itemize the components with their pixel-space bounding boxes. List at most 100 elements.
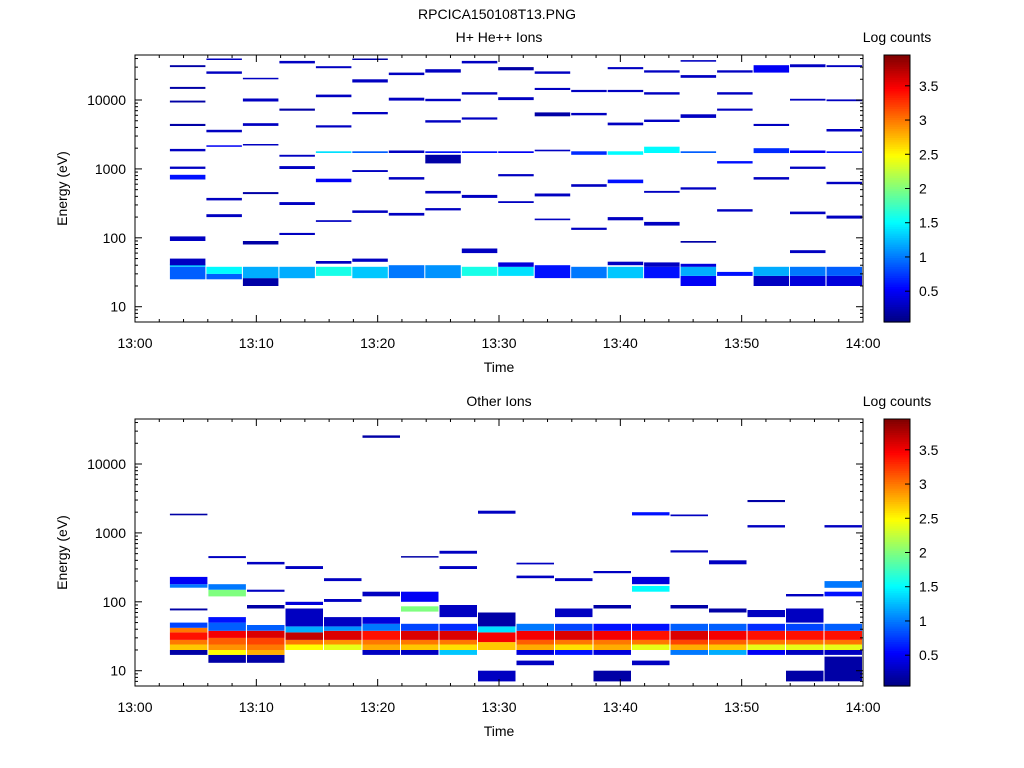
heatmap-cell (242, 241, 279, 245)
colorbar-segment (884, 583, 910, 587)
colorbar-segment (884, 70, 910, 74)
colorbar-segment (884, 172, 910, 176)
y-tick-label: 10000 (87, 92, 126, 108)
colorbar-segment (884, 465, 910, 469)
colorbar-segment (884, 650, 910, 654)
heatmap-cell (169, 622, 208, 628)
heatmap-cell (534, 265, 571, 279)
heatmap-cell (680, 263, 717, 267)
x-axis-label: Time (484, 359, 515, 375)
heatmap-cell (425, 151, 461, 153)
heatmap-cell (790, 211, 826, 215)
heatmap-cell (279, 154, 315, 157)
colorbar-segment (884, 293, 910, 296)
colorbar-segment (884, 239, 910, 243)
heatmap-cell (516, 630, 554, 640)
heatmap-cell (279, 108, 315, 111)
colorbar-segment (884, 672, 910, 676)
heatmap-cell (352, 58, 388, 60)
colorbar-segment (884, 77, 910, 81)
heatmap-cell (824, 656, 862, 682)
colorbar-segment (884, 645, 910, 649)
colorbar-tick-label: 0.5 (919, 283, 939, 299)
heatmap-cell (315, 66, 352, 69)
colorbar-segment (884, 648, 910, 651)
heatmap-cell (352, 266, 388, 279)
colorbar-segment (884, 112, 910, 116)
colorbar-segment (884, 434, 910, 438)
heatmap-cell (498, 151, 534, 153)
figure-title: RPCICA150108T13.PNG (418, 6, 576, 22)
panel-title: Other Ions (466, 393, 531, 409)
colorbar-tick-label: 1.5 (919, 215, 939, 231)
colorbar-segment (884, 679, 910, 683)
heatmap-cell (824, 525, 862, 528)
heatmap-cell (680, 241, 717, 243)
colorbar-segment (884, 273, 910, 276)
x-tick-label: 13:00 (117, 335, 152, 351)
colorbar-segment (884, 130, 910, 134)
colorbar-segment (884, 499, 910, 502)
colorbar-segment (884, 539, 910, 542)
heatmap-cell (401, 630, 439, 640)
colorbar-segment (884, 472, 910, 476)
colorbar-segment (884, 195, 910, 199)
colorbar-segment (884, 628, 910, 631)
heatmap-cell (593, 644, 631, 650)
heatmap-cell (206, 58, 242, 60)
heatmap-cell (169, 236, 206, 241)
heatmap-cell (607, 89, 644, 93)
colorbar-segment (884, 237, 910, 241)
colorbar-segment (884, 492, 910, 496)
heatmap-cell (516, 644, 554, 650)
heatmap-cell (824, 591, 862, 597)
colorbar-segment (884, 614, 910, 618)
heatmap-cell (790, 64, 826, 68)
colorbar-segment (884, 295, 910, 299)
colorbar-segment (884, 126, 910, 130)
heatmap-cell (826, 129, 862, 132)
colorbar-segment (884, 121, 910, 125)
colorbar-segment (884, 463, 910, 467)
heatmap-cell (169, 644, 208, 650)
heatmap-cell (352, 112, 388, 115)
x-tick-label: 13:30 (481, 335, 516, 351)
heatmap-cell (593, 630, 631, 640)
colorbar-segment (884, 519, 910, 522)
heatmap-cell (644, 92, 680, 95)
heatmap-cell (632, 585, 670, 592)
heatmap-cell (826, 266, 862, 276)
colorbar-segment (884, 79, 910, 83)
colorbar-segment (884, 541, 910, 545)
colorbar-segment (884, 581, 910, 585)
heatmap-cell (747, 630, 785, 640)
colorbar-segment (884, 545, 910, 549)
heatmap-cell (388, 265, 425, 279)
colorbar-segment (884, 226, 910, 230)
x-tick-label: 13:40 (603, 335, 638, 351)
heatmap-cell (644, 262, 680, 267)
heatmap-cell (670, 650, 708, 655)
heatmap-cell (206, 273, 242, 280)
heatmap-cell (169, 632, 208, 640)
x-tick-label: 13:50 (724, 335, 759, 351)
heatmap-cell (242, 144, 279, 146)
heatmap-cell (285, 626, 323, 633)
heatmap-cell (169, 576, 208, 585)
heatmap-cell (388, 177, 425, 180)
heatmap-cell (324, 639, 362, 645)
heatmap-cell (401, 606, 439, 612)
heatmap-cell (717, 92, 753, 95)
colorbar-segment (884, 99, 910, 103)
colorbar-segment (884, 192, 910, 196)
heatmap-cell (208, 584, 246, 590)
heatmap-cell (516, 650, 554, 655)
colorbar-segment (884, 215, 910, 219)
heatmap-cell (242, 98, 279, 102)
colorbar-tick-label: 2 (919, 545, 927, 561)
colorbar-segment (884, 92, 910, 96)
heatmap-cell (461, 151, 498, 153)
heatmap-cell (285, 639, 323, 645)
colorbar-segment (884, 261, 910, 265)
heatmap-cell (632, 644, 670, 650)
